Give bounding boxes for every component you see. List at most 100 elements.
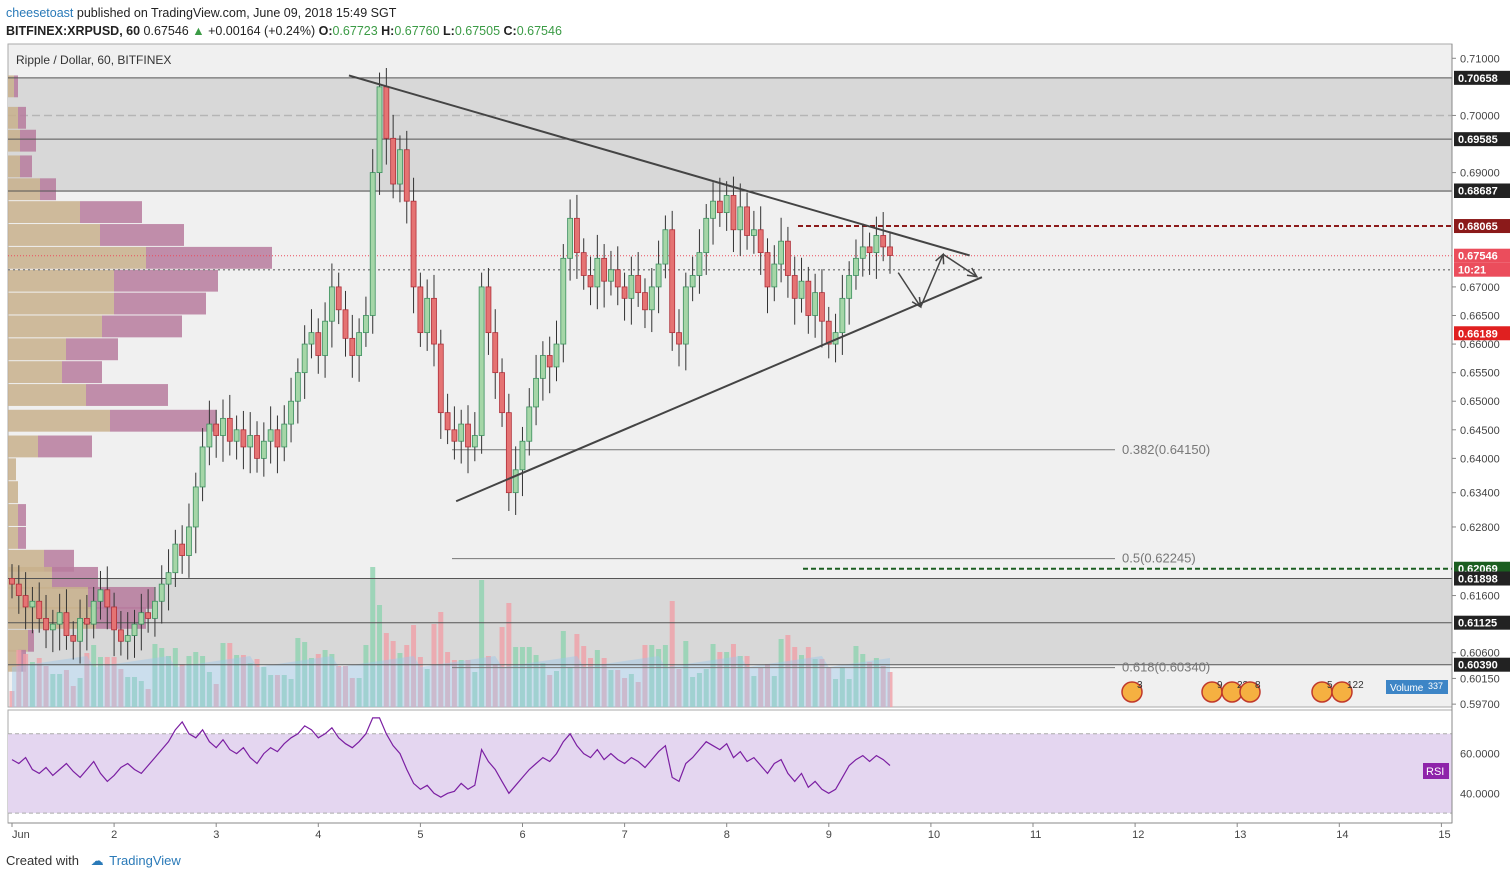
candle	[390, 137, 397, 185]
candle	[744, 206, 750, 236]
volume-bar	[43, 666, 49, 707]
candle	[260, 440, 267, 459]
candle	[315, 332, 322, 356]
candle	[145, 612, 152, 619]
candle	[22, 595, 29, 608]
candle	[608, 269, 614, 282]
volume-bar	[533, 655, 539, 707]
volume-bar	[261, 667, 267, 707]
candle	[431, 297, 437, 345]
volume-bar	[206, 672, 212, 707]
price-label	[1454, 70, 1510, 85]
volume-profile-bar	[8, 361, 62, 384]
candle	[165, 572, 172, 585]
candle	[655, 263, 662, 288]
volume-bar	[84, 653, 90, 707]
volume-bar	[138, 681, 144, 707]
volume-bar	[513, 647, 519, 707]
candle	[812, 292, 819, 316]
high-value: 0.67760	[394, 24, 440, 38]
candle	[424, 297, 431, 334]
price-label	[1454, 132, 1510, 147]
price-label	[1454, 657, 1510, 672]
chart-header: cheesetoast published on TradingView.com…	[6, 4, 562, 40]
volume-bar	[526, 647, 532, 707]
volume-bar	[159, 648, 165, 707]
event-flag-icon	[1331, 681, 1353, 703]
candle	[628, 275, 635, 299]
candle	[56, 612, 63, 625]
volume-bar	[145, 689, 151, 707]
candle	[322, 320, 328, 356]
change-up-icon: ▲	[192, 24, 205, 38]
event-count: 5	[1327, 680, 1333, 691]
volume-profile-bar	[100, 224, 184, 246]
y-tick-label: 0.70000	[1460, 110, 1500, 122]
price-label	[1454, 183, 1510, 198]
y-tick-label: 0.67000	[1460, 282, 1500, 294]
event-count: 122	[1347, 680, 1364, 691]
volume-bar	[642, 645, 648, 707]
volume-bar	[132, 677, 138, 707]
volume-bar	[397, 653, 403, 707]
tradingview-logo-icon[interactable]: ☁	[90, 853, 104, 868]
volume-bar	[125, 677, 131, 707]
rsi-line	[11, 717, 891, 798]
volume-profile-bar	[8, 549, 44, 572]
volume-bar	[370, 567, 376, 707]
volume-bar	[588, 658, 594, 707]
volume-profile-bar	[146, 246, 272, 269]
volume-profile-bar	[8, 649, 18, 672]
price-label	[1454, 248, 1510, 263]
price-axis	[1452, 44, 1510, 823]
volume-bar	[479, 580, 485, 707]
tradingview-brand[interactable]: TradingView	[109, 853, 181, 868]
volume-bar	[649, 645, 655, 707]
volume-bar	[540, 663, 546, 707]
volume-badge-label: Volume	[1390, 683, 1424, 694]
volume-bar	[499, 627, 505, 707]
volume-bar	[329, 654, 335, 707]
volume-bar	[506, 603, 512, 707]
volume-bar	[57, 674, 63, 707]
y-tick-label: 0.59700	[1460, 699, 1500, 711]
candle	[825, 320, 832, 345]
author-link[interactable]: cheesetoast	[6, 6, 74, 20]
publish-info: published on TradingView.com, June 09, 2…	[76, 6, 397, 20]
volume-bar	[833, 679, 839, 707]
volume-profile-bar	[8, 566, 52, 589]
event-count: 9	[1217, 680, 1223, 691]
symbol-legend: Ripple / Dollar, 60, BITFINEX	[16, 53, 171, 67]
candle	[288, 400, 294, 425]
volume-profile-bar	[8, 409, 110, 432]
projection-arrow	[942, 253, 978, 278]
volume-bar	[281, 675, 287, 707]
x-tick-label: 13	[1234, 829, 1246, 841]
candle	[866, 246, 873, 254]
x-tick-label: 11	[1030, 829, 1041, 841]
volume-bar	[560, 631, 566, 707]
volume-bar	[118, 669, 124, 707]
candle	[553, 343, 560, 368]
volume-bar	[336, 666, 342, 707]
rsi-tick-label: 60.0000	[1460, 749, 1500, 761]
volume-profile-bar	[8, 201, 80, 224]
volume-bar	[295, 638, 301, 707]
volume-bar	[662, 645, 668, 707]
candle	[158, 583, 165, 602]
last-price: 0.67546	[143, 24, 189, 38]
price-label-text: 0.60390	[1458, 660, 1498, 672]
volume-bar	[690, 677, 696, 707]
volume-profile-bar	[44, 549, 74, 572]
volume-profile-bar	[86, 384, 168, 406]
volume-bar	[799, 655, 805, 707]
volume-bar	[819, 659, 825, 707]
volume-bar	[166, 656, 172, 707]
volume-profile-bar	[8, 338, 66, 361]
volume-bar	[451, 660, 457, 707]
candle	[49, 623, 56, 631]
candle	[363, 315, 369, 334]
candle	[301, 343, 308, 374]
candle	[846, 275, 853, 299]
